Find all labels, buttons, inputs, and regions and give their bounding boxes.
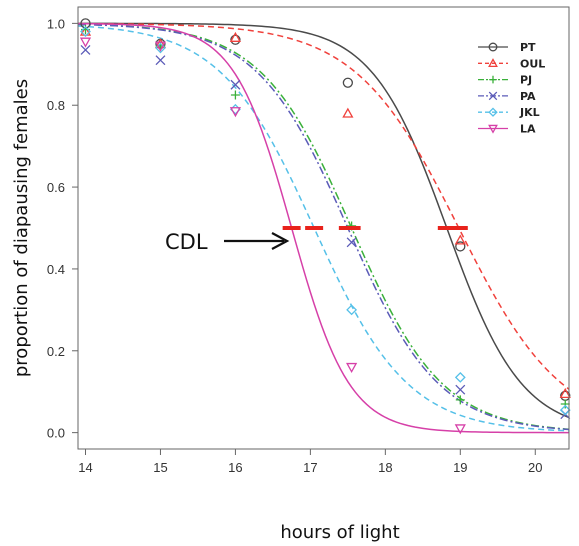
data-point-pa [346, 237, 357, 248]
cdl-label: CDL [165, 230, 208, 254]
legend-marker-pj [489, 75, 497, 84]
curve-pa [78, 23, 569, 431]
legend-marker-pa [488, 91, 498, 101]
y-tick-label: 0.8 [47, 98, 65, 113]
y-tick-label: 0.4 [47, 262, 65, 277]
x-tick-label: 19 [453, 460, 467, 475]
data-point-jkl [559, 404, 571, 416]
legend-marker-oul [488, 58, 498, 67]
data-point-pj [230, 90, 240, 100]
y-tick-label: 0.0 [47, 426, 65, 441]
curve-oul [78, 22, 569, 390]
legend-marker-la [488, 124, 498, 134]
data-point-oul [229, 31, 242, 42]
data-point-pa [455, 384, 466, 395]
fitted-curves [78, 22, 569, 434]
x-tick-label: 14 [78, 460, 92, 475]
data-point-pa [80, 45, 91, 55]
data-point-jkl [155, 42, 166, 54]
data-point-pt [455, 241, 466, 252]
y-axis-label: proportion of diapausing females [11, 79, 32, 377]
data-point-la [154, 41, 167, 52]
y-tick-label: 1.0 [47, 16, 65, 31]
axis-ticks: 14 15 16 17 18 19 20 0.0 0.2 0.4 0.6 0.8 1.0 [47, 16, 543, 475]
data-point-jkl [346, 304, 358, 316]
data-point-pt [230, 34, 241, 45]
data-point-jkl [80, 26, 91, 37]
data-point-la [454, 424, 466, 435]
legend-marker-pt [488, 42, 498, 52]
data-point-jkl [454, 371, 466, 383]
data-point-pa [230, 79, 241, 90]
x-tick-label: 15 [153, 460, 167, 475]
data-point-oul [559, 387, 571, 399]
legend-label-pa: PA [520, 90, 536, 103]
curve-pt [78, 22, 569, 419]
curve-pj [78, 23, 569, 430]
x-tick-label: 17 [303, 460, 317, 475]
data-point-oul [454, 234, 466, 245]
data-point-la [79, 37, 92, 48]
curve-la [78, 22, 569, 434]
legend-label-jkl: JKL [519, 106, 540, 119]
x-tick-label: 16 [228, 460, 242, 475]
cdl-arrow [224, 232, 290, 250]
data-point-la [229, 107, 242, 118]
legend-label-oul: OUL [520, 57, 545, 70]
legend-label-la: LA [520, 123, 536, 136]
curve-jkl [78, 25, 569, 432]
legend-label-pt: PT [520, 41, 536, 54]
y-tick-label: 0.6 [47, 180, 65, 195]
data-point-pj [560, 399, 570, 409]
plot-frame [77, 6, 570, 450]
data-point-pt [342, 77, 354, 88]
data-point-pj [455, 395, 465, 405]
y-tick-label: 0.2 [47, 344, 65, 359]
legend-marker-jkl [488, 107, 498, 117]
x-tick-label: 20 [528, 460, 542, 475]
x-tick-label: 18 [378, 460, 392, 475]
legend: PT OUL PJ PA JKL LA [478, 41, 545, 136]
x-axis-label: hours of light [280, 522, 399, 543]
data-point-la [346, 362, 358, 373]
data-point-pa [155, 55, 166, 66]
legend-label-pj: PJ [520, 74, 532, 87]
data-point-oul [342, 107, 354, 118]
data-points [79, 18, 571, 435]
